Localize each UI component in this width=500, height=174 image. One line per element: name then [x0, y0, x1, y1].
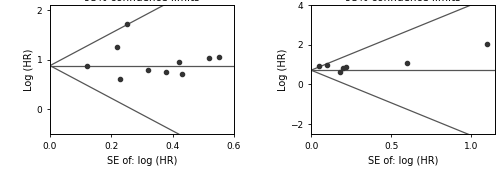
X-axis label: SE of: log (HR): SE of: log (HR): [368, 156, 438, 166]
Title: Begg's funnel plot with pseudo
95% confidence limits: Begg's funnel plot with pseudo 95% confi…: [61, 0, 223, 3]
Text: A: A: [24, 0, 35, 3]
Y-axis label: Log (HR): Log (HR): [278, 48, 287, 91]
X-axis label: SE of: log (HR): SE of: log (HR): [107, 156, 177, 166]
Y-axis label: Log (HR): Log (HR): [24, 48, 34, 91]
Text: B: B: [286, 0, 296, 3]
Title: Begg's funnel plot with pseudo
95% confidence limits: Begg's funnel plot with pseudo 95% confi…: [322, 0, 484, 3]
